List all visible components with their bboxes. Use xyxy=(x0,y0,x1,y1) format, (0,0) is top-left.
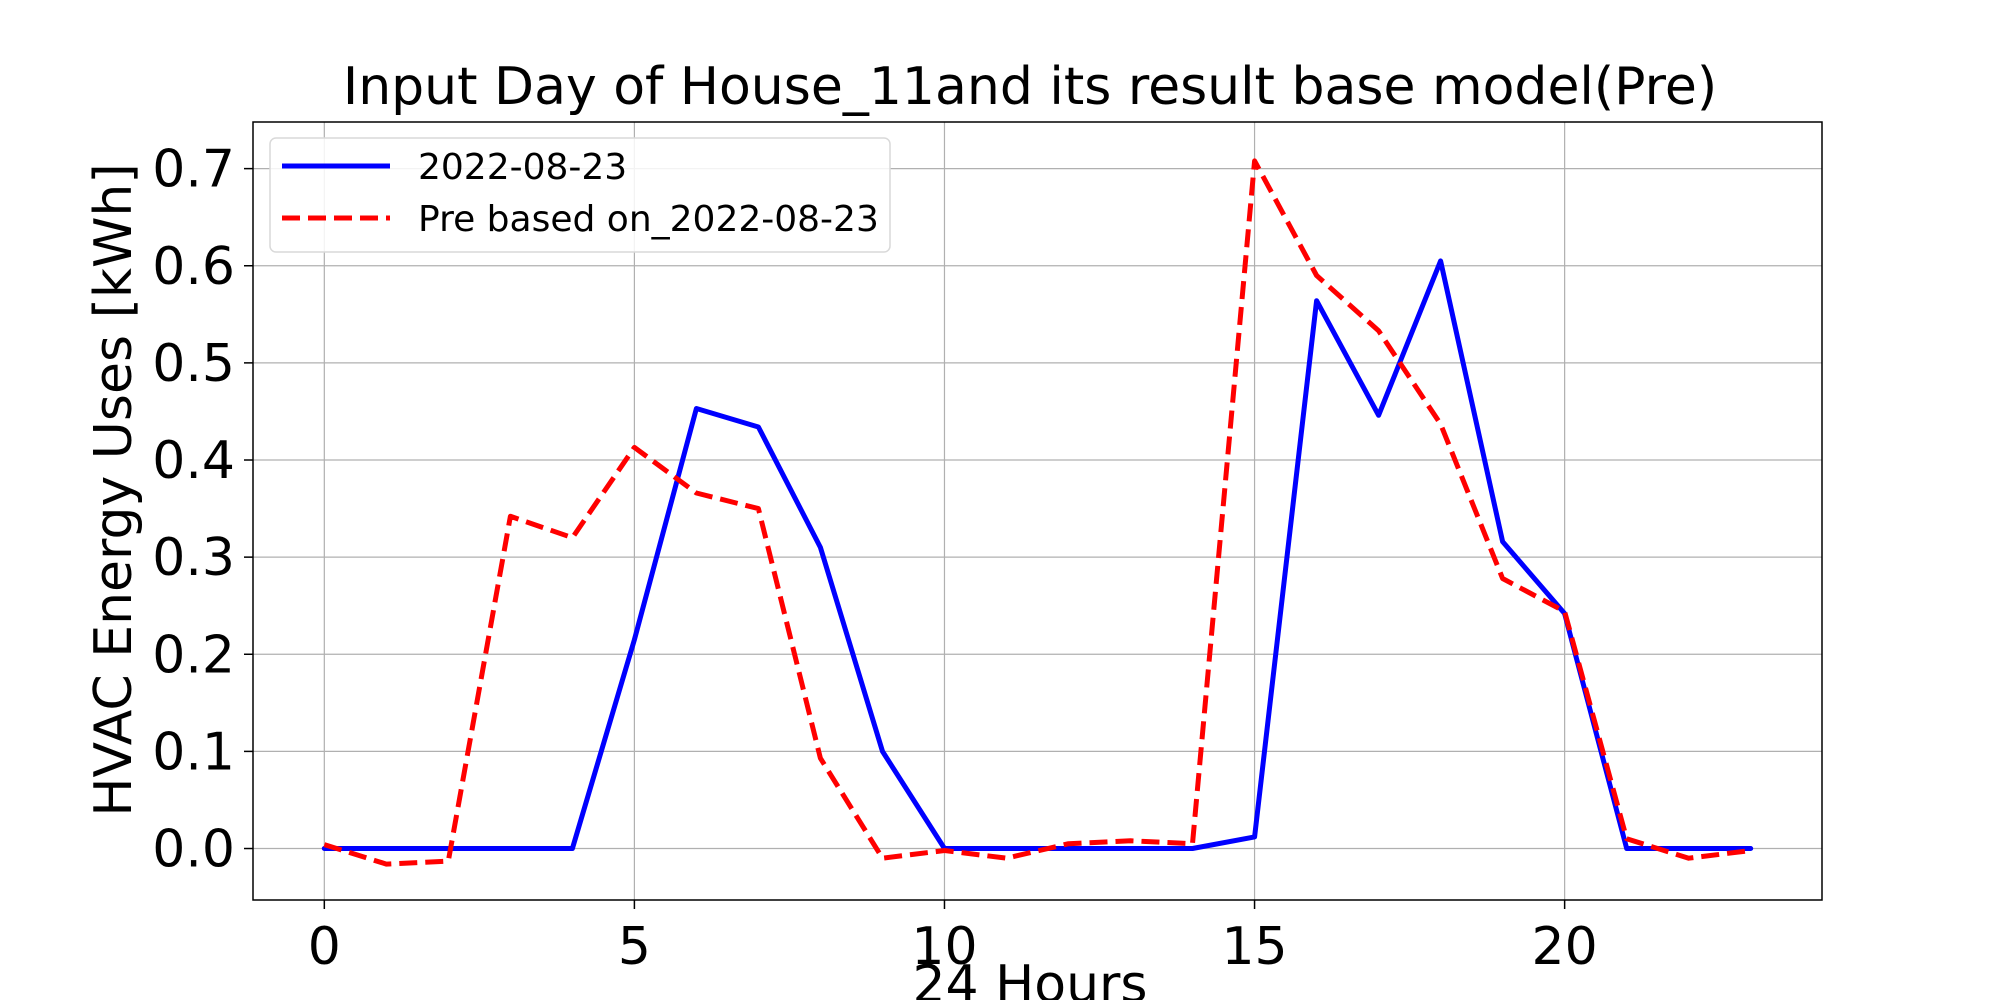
y-tick-label-5: 0.5 xyxy=(152,334,235,394)
chart-title: Input Day of House_11and its result base… xyxy=(343,57,1717,117)
legend-box xyxy=(269,137,891,253)
x-tick-label-1: 5 xyxy=(618,917,651,977)
x-tick-label-2: 10 xyxy=(911,917,977,977)
legend-label-0: 2022-08-23 xyxy=(418,147,627,188)
y-axis-label: HVAC Energy Uses [kWh] xyxy=(84,163,144,816)
series-line-0 xyxy=(321,258,1754,851)
x-tick-label-0: 0 xyxy=(308,917,341,977)
legend-label-1: Pre based on_2022-08-23 xyxy=(418,199,879,240)
legend: 2022-08-23 Pre based on_2022-08-23 xyxy=(269,137,891,253)
y-tick-label-4: 0.4 xyxy=(152,431,235,491)
y-tick-label-6: 0.6 xyxy=(152,237,235,297)
x-tick-label-3: 15 xyxy=(1221,917,1287,977)
y-tick-label-2: 0.2 xyxy=(152,625,235,685)
x-axis-label: 24 Hours xyxy=(912,955,1147,1000)
series-line-1 xyxy=(323,158,1752,867)
y-tick-label-1: 0.1 xyxy=(152,722,235,782)
x-tick-label-4: 20 xyxy=(1532,917,1598,977)
y-tick-label-3: 0.3 xyxy=(152,528,235,588)
y-tick-label-0: 0.0 xyxy=(152,820,235,880)
y-tick-label-7: 0.7 xyxy=(152,140,235,200)
plot-frame xyxy=(252,121,1823,901)
